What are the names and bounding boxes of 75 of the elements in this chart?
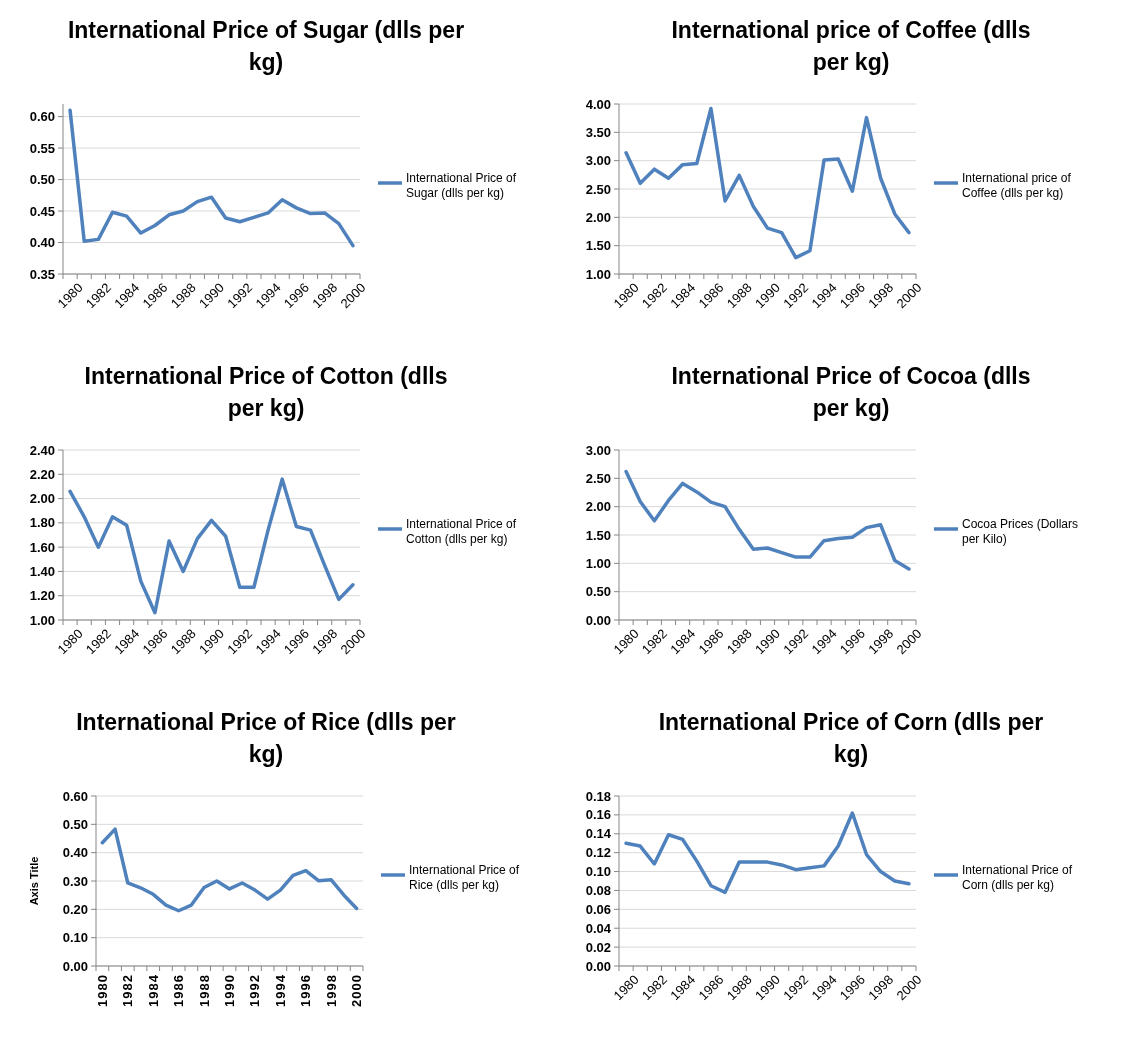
y-tick-label: 1.60 bbox=[29, 539, 55, 555]
y-tick-label: 2.00 bbox=[585, 209, 611, 225]
line-series bbox=[624, 469, 911, 571]
y-tick-label: 0.50 bbox=[62, 816, 88, 832]
y-tick-label: 1.80 bbox=[29, 515, 55, 531]
y-tick-label: 0.60 bbox=[62, 788, 88, 804]
y-tick-label: 1.00 bbox=[585, 555, 611, 571]
x-tick-label: 1990 bbox=[222, 974, 238, 1007]
y-tick-label: 0.55 bbox=[29, 140, 55, 156]
y-tick-label: 3.00 bbox=[585, 442, 611, 458]
y-tick-label: 1.50 bbox=[585, 238, 611, 254]
line-series bbox=[68, 477, 355, 615]
y-tick-label: 0.40 bbox=[29, 235, 55, 251]
legend-label: Cocoa Prices (Dollars per Kilo) bbox=[962, 517, 1079, 546]
y-tick-label: 4.00 bbox=[585, 96, 611, 112]
x-tick-label: 1992 bbox=[247, 974, 263, 1007]
y-tick-label: 0.18 bbox=[585, 788, 611, 804]
x-tick-label: 1998 bbox=[323, 974, 339, 1007]
y-tick-label: 0.00 bbox=[585, 612, 611, 628]
y-tick-label: 2.20 bbox=[29, 466, 55, 482]
y-tick-label: 0.50 bbox=[29, 172, 55, 188]
y-tick-label: 0.20 bbox=[62, 901, 88, 917]
x-tick-label: 1984 bbox=[145, 974, 161, 1007]
y-tick-label: 0.45 bbox=[29, 203, 55, 219]
y-tick-label: 0.14 bbox=[585, 826, 612, 842]
line-series bbox=[100, 827, 359, 913]
line-series bbox=[624, 106, 911, 260]
x-tick-label: 1988 bbox=[196, 974, 212, 1007]
line-series bbox=[68, 108, 355, 248]
x-tick-label: 1986 bbox=[171, 974, 187, 1007]
y-tick-label: 0.10 bbox=[62, 930, 88, 946]
y-tick-label: 1.00 bbox=[585, 266, 611, 282]
y-tick-label: 0.02 bbox=[585, 939, 611, 955]
y-tick-label: 0.04 bbox=[585, 920, 612, 936]
x-tick-label: 1982 bbox=[120, 974, 136, 1007]
y-tick-label: 1.50 bbox=[585, 527, 611, 543]
y-tick-label: 0.50 bbox=[585, 584, 611, 600]
y-tick-label: 0.30 bbox=[62, 873, 88, 889]
chart-title: International Price of Cocoa (dlls per kg) bbox=[671, 363, 1031, 421]
legend-label: International Price of Rice (dlls per kg) bbox=[409, 863, 520, 892]
x-tick-label: 1996 bbox=[298, 974, 314, 1007]
y-tick-label: 0.40 bbox=[62, 845, 88, 861]
y-tick-label: 0.00 bbox=[62, 958, 88, 974]
chart-title: International price of Coffee (dlls per kg) bbox=[671, 17, 1031, 75]
y-tick-label: 2.50 bbox=[585, 470, 611, 486]
y-tick-label: 2.00 bbox=[29, 491, 55, 507]
y-tick-label: 0.10 bbox=[585, 864, 611, 880]
y-tick-label: 1.00 bbox=[29, 612, 55, 628]
chart-title: International Price of Cotton (dlls per kg) bbox=[84, 363, 448, 421]
x-tick-label: 2000 bbox=[349, 974, 365, 1007]
y-tick-label: 0.60 bbox=[29, 109, 55, 125]
y-tick-label: 1.40 bbox=[29, 563, 55, 579]
legend-label: International Price of Sugar (dlls per kg) bbox=[406, 171, 517, 200]
legend-label: International price of Coffee (dlls per kg) bbox=[962, 171, 1072, 200]
chart-title: International Price of Sugar (dlls per kg) bbox=[67, 17, 465, 75]
y-tick-label: 0.16 bbox=[585, 807, 611, 823]
y-axis-title: Axis Title bbox=[28, 856, 40, 906]
x-tick-label: 1980 bbox=[94, 974, 110, 1007]
chart-title: International Price of Corn (dlls per kg) bbox=[658, 709, 1044, 767]
y-tick-label: 2.00 bbox=[585, 499, 611, 515]
y-tick-label: 0.12 bbox=[585, 845, 611, 861]
y-tick-label: 3.00 bbox=[585, 153, 611, 169]
y-tick-label: 0.00 bbox=[585, 958, 611, 974]
y-tick-label: 0.06 bbox=[585, 901, 611, 917]
y-tick-label: 1.20 bbox=[29, 588, 55, 604]
legend-label: International Price of Corn (dlls per kg) bbox=[962, 863, 1073, 892]
y-tick-label: 3.50 bbox=[585, 124, 611, 140]
legend-label: International Price of Cotton (dlls per kg) bbox=[406, 517, 517, 546]
chart-title: International Price of Rice (dlls per kg) bbox=[76, 709, 456, 767]
y-tick-label: 2.40 bbox=[29, 442, 55, 458]
y-tick-label: 2.50 bbox=[585, 181, 611, 197]
x-tick-label: 1994 bbox=[272, 974, 288, 1007]
y-tick-label: 0.08 bbox=[585, 882, 611, 898]
y-tick-label: 0.35 bbox=[29, 266, 55, 282]
line-series bbox=[624, 811, 911, 895]
